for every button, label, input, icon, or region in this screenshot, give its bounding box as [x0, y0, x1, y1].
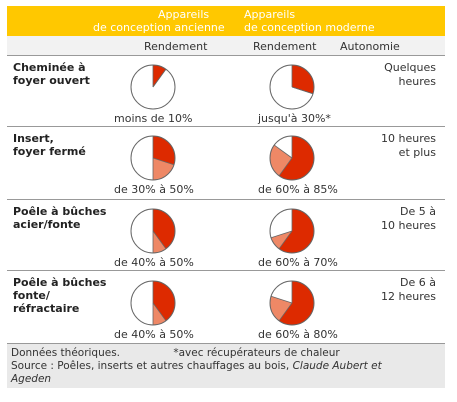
- table-row: Poêle à bûches fonte/ réfractaire de 40%…: [7, 271, 445, 344]
- caption-ancien: de 40% à 50%: [114, 256, 194, 269]
- col-moderne-title-2: de conception moderne: [244, 21, 375, 34]
- table-row: Insert, foyer fermé de 30% à 50% de 60% …: [7, 127, 445, 200]
- pie-divider: [273, 144, 293, 159]
- pie-chart-ancien: [130, 64, 176, 110]
- pie-chart-ancien: [130, 135, 176, 181]
- autonomie-line: heures: [398, 75, 437, 88]
- table-header: Appareils de conception ancienne Apparei…: [7, 6, 445, 36]
- autonomie-line: et plus: [398, 146, 436, 159]
- footer-asterisk: *avec récupérateurs de chaleur: [173, 347, 340, 359]
- pie-chart-ancien: [130, 208, 176, 254]
- pie-divider: [270, 230, 293, 239]
- row-label-line: Insert,: [13, 132, 54, 145]
- caption-moderne: jusqu'à 30%*: [258, 112, 331, 125]
- row-label: Cheminée à foyer ouvert: [13, 61, 90, 87]
- pie-divider: [152, 68, 167, 88]
- table-row: Cheminée à foyer ouvert moins de 10% jus…: [7, 56, 445, 127]
- caption-ancien: moins de 10%: [114, 112, 193, 125]
- row-label: Poêle à bûches fonte/ réfractaire: [13, 276, 106, 315]
- pie-slice-min: [153, 136, 175, 165]
- pie-divider: [152, 302, 167, 322]
- pie-divider: [278, 230, 293, 250]
- pie-slice-min: [279, 136, 314, 180]
- col-ancien-title-2: de conception ancienne: [93, 21, 225, 34]
- row-label-line: Poêle à bûches: [13, 276, 107, 289]
- subheader-autonomie: Autonomie: [340, 40, 400, 53]
- caption-moderne: de 60% à 70%: [258, 256, 338, 269]
- autonomie-line: 10 heures: [381, 219, 436, 232]
- pie-slice-range: [270, 145, 292, 176]
- pie-divider: [278, 157, 293, 177]
- caption-ancien: de 40% à 50%: [114, 328, 194, 341]
- row-label-line: Poêle à bûches: [13, 205, 107, 218]
- pie-chart-moderne: [269, 64, 315, 110]
- row-label: Poêle à bûches acier/fonte: [13, 205, 106, 231]
- autonomie-value: De 5 à 10 heures: [381, 205, 436, 233]
- pie-chart-moderne: [269, 135, 315, 181]
- autonomie-line: 12 heures: [381, 290, 436, 303]
- table-row: Poêle à bûches acier/fonte de 40% à 50% …: [7, 200, 445, 271]
- pie-slice-min: [153, 65, 166, 87]
- table-subheader: Rendement Rendement Autonomie: [7, 36, 445, 56]
- autonomie-value: Quelques heures: [384, 61, 436, 89]
- pie-divider: [278, 302, 293, 322]
- autonomie-line: 10 heures: [381, 132, 436, 145]
- table-footer: Données théoriques. *avec récupérateurs …: [7, 344, 445, 388]
- pie-chart-ancien: [130, 280, 176, 326]
- footer-source-authors-2: Ageden: [11, 373, 52, 385]
- footer-source: Source : Poêles, inserts et autres chauf…: [11, 360, 290, 372]
- pie-divider: [152, 230, 167, 250]
- footer-note: Données théoriques.: [11, 347, 121, 359]
- autonomie-line: De 5 à: [400, 205, 436, 218]
- pie-slice-range: [153, 303, 166, 325]
- pie-slice-min: [279, 281, 314, 325]
- row-label-line: foyer ouvert: [13, 74, 90, 87]
- autonomie-line: De 6 à: [400, 276, 436, 289]
- row-label: Insert, foyer fermé: [13, 132, 86, 158]
- row-label-line: fonte/: [13, 289, 50, 302]
- pie-slice-min: [279, 209, 314, 253]
- pie-slice-min: [292, 65, 314, 94]
- footer-source-authors: Claude Aubert et: [292, 360, 382, 372]
- caption-moderne: de 60% à 85%: [258, 183, 338, 196]
- caption-ancien: de 30% à 50%: [114, 183, 194, 196]
- footer-source-line: Source : Poêles, inserts et autres chauf…: [11, 360, 382, 373]
- row-label-line: réfractaire: [13, 302, 80, 315]
- subheader-rendement-moderne: Rendement: [253, 40, 317, 53]
- autonomie-value: 10 heures et plus: [381, 132, 436, 160]
- autonomie-value: De 6 à 12 heures: [381, 276, 436, 304]
- pie-divider: [291, 86, 314, 95]
- pie-slice-min: [153, 209, 175, 249]
- pie-divider: [270, 295, 293, 304]
- pie-slice-min: [153, 281, 175, 321]
- col-moderne-title-1: Appareils: [244, 8, 296, 21]
- row-label-line: foyer fermé: [13, 145, 86, 158]
- pie-slice-range: [271, 231, 292, 249]
- caption-moderne: de 60% à 80%: [258, 328, 338, 341]
- pie-divider: [152, 157, 175, 166]
- row-label-line: Cheminée à: [13, 61, 86, 74]
- col-ancien-title-1: Appareils: [158, 8, 210, 21]
- pie-chart-moderne: [269, 208, 315, 254]
- row-label-line: acier/fonte: [13, 218, 81, 231]
- footer-note-line: Données théoriques. *avec récupérateurs …: [11, 347, 340, 360]
- subheader-rendement-ancien: Rendement: [144, 40, 208, 53]
- pie-chart-moderne: [269, 280, 315, 326]
- pie-slice-range: [153, 231, 166, 253]
- autonomie-line: Quelques: [384, 61, 436, 74]
- pie-slice-range: [270, 296, 292, 321]
